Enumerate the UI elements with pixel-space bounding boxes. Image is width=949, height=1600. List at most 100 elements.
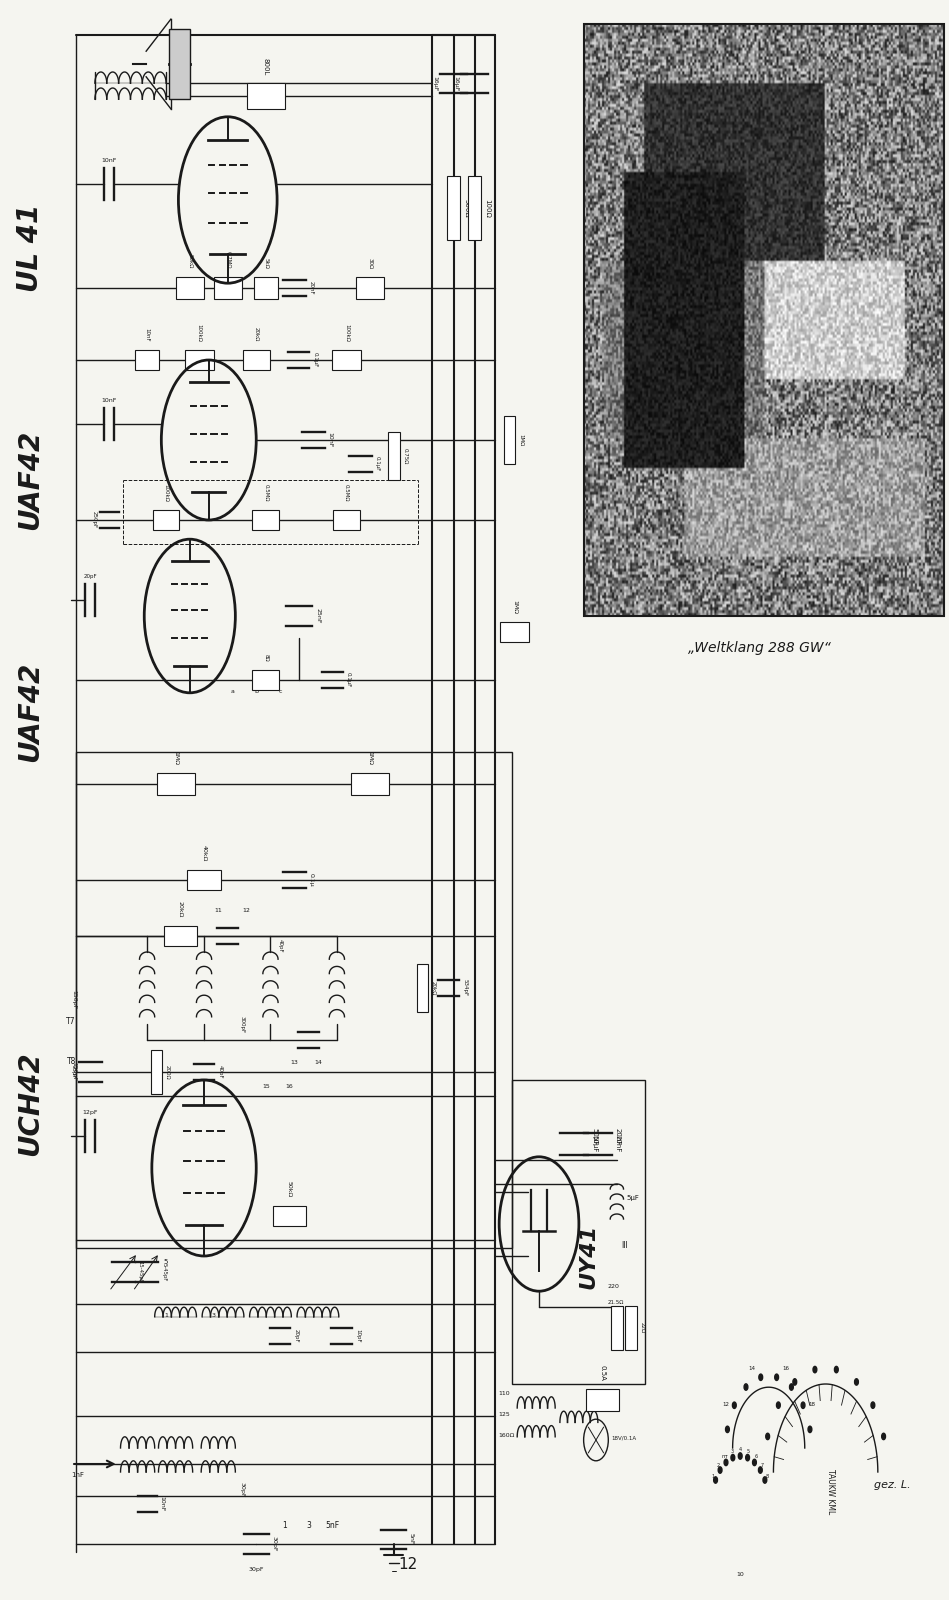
Text: 8Ω: 8Ω bbox=[263, 654, 269, 662]
Text: 12: 12 bbox=[399, 1557, 418, 1573]
Text: 18: 18 bbox=[808, 1402, 815, 1408]
Text: 20pF: 20pF bbox=[293, 1330, 298, 1342]
Bar bbox=[135, 349, 158, 370]
Bar bbox=[504, 416, 515, 464]
Text: 0.1µF: 0.1µF bbox=[375, 456, 380, 472]
Bar bbox=[625, 1306, 637, 1350]
Text: 40pF: 40pF bbox=[277, 939, 283, 954]
Text: m²: m² bbox=[721, 1454, 728, 1459]
Text: 10nF: 10nF bbox=[102, 158, 117, 163]
Text: c: c bbox=[278, 688, 282, 694]
Text: 12: 12 bbox=[243, 907, 251, 914]
Text: 1nF: 1nF bbox=[71, 1472, 84, 1478]
Text: 20kΩ: 20kΩ bbox=[253, 328, 259, 342]
Bar bbox=[351, 773, 389, 795]
Circle shape bbox=[854, 1379, 858, 1386]
Text: 50kΩ: 50kΩ bbox=[287, 1181, 292, 1197]
Text: 16µF: 16µF bbox=[433, 75, 437, 91]
Bar bbox=[584, 24, 944, 616]
Text: 150pF: 150pF bbox=[71, 990, 77, 1010]
Circle shape bbox=[759, 1374, 763, 1381]
Bar bbox=[151, 1050, 162, 1094]
Text: 15: 15 bbox=[262, 1085, 270, 1090]
Text: 1: 1 bbox=[712, 1474, 715, 1478]
Text: „Weltklang 288 GW“: „Weltklang 288 GW“ bbox=[688, 642, 830, 654]
Bar bbox=[153, 509, 179, 530]
Bar bbox=[611, 1306, 623, 1350]
Bar bbox=[500, 621, 529, 642]
Bar bbox=[333, 509, 360, 530]
Text: 15-45pF: 15-45pF bbox=[138, 1261, 142, 1283]
Text: 24/10: 24/10 bbox=[624, 1326, 629, 1346]
Circle shape bbox=[714, 1477, 717, 1483]
Text: 10pF: 10pF bbox=[355, 1330, 360, 1342]
Text: 8: 8 bbox=[766, 1474, 769, 1478]
Text: 1: 1 bbox=[282, 1522, 288, 1530]
Text: a: a bbox=[231, 688, 234, 694]
Bar bbox=[185, 349, 214, 370]
Circle shape bbox=[808, 1426, 811, 1432]
Bar bbox=[468, 176, 481, 240]
Text: 1MΩ: 1MΩ bbox=[173, 750, 178, 765]
Bar bbox=[163, 925, 196, 947]
Text: UY41: UY41 bbox=[578, 1224, 599, 1288]
Circle shape bbox=[776, 1402, 780, 1408]
Circle shape bbox=[726, 1426, 730, 1432]
Text: 16: 16 bbox=[286, 1085, 293, 1090]
Text: 0.5A: 0.5A bbox=[600, 1365, 605, 1381]
Text: 30Ω: 30Ω bbox=[367, 258, 373, 269]
Bar bbox=[188, 869, 220, 890]
Text: 100kΩ: 100kΩ bbox=[344, 323, 349, 342]
Bar bbox=[332, 349, 361, 370]
Text: 20pF: 20pF bbox=[84, 574, 97, 579]
Bar bbox=[176, 277, 204, 299]
Text: 110: 110 bbox=[498, 1390, 510, 1397]
Bar bbox=[417, 963, 428, 1013]
Text: 300pF: 300pF bbox=[239, 1016, 245, 1034]
Text: 800L: 800L bbox=[263, 58, 269, 75]
Bar bbox=[273, 1206, 306, 1226]
Circle shape bbox=[834, 1366, 838, 1373]
Bar bbox=[214, 277, 242, 299]
Circle shape bbox=[731, 1454, 735, 1461]
Text: 0.5MΩ: 0.5MΩ bbox=[263, 485, 269, 501]
Circle shape bbox=[871, 1402, 875, 1408]
Circle shape bbox=[753, 1459, 756, 1466]
Text: 1MΩ: 1MΩ bbox=[512, 600, 517, 614]
Text: 7: 7 bbox=[761, 1462, 764, 1467]
Text: 5: 5 bbox=[747, 1450, 750, 1454]
Text: 0.1µ: 0.1µ bbox=[308, 874, 313, 886]
Text: 200Ω: 200Ω bbox=[165, 1064, 170, 1080]
Text: 20nF: 20nF bbox=[615, 1136, 621, 1152]
Text: 1MΩ: 1MΩ bbox=[367, 750, 373, 765]
Circle shape bbox=[763, 1477, 767, 1483]
Bar bbox=[243, 349, 270, 370]
Text: 25µF: 25µF bbox=[71, 1066, 76, 1078]
Text: 5kΩ: 5kΩ bbox=[263, 258, 269, 269]
Bar bbox=[76, 752, 512, 1248]
Text: 16: 16 bbox=[782, 1366, 789, 1371]
Circle shape bbox=[882, 1434, 885, 1440]
Text: 10nF: 10nF bbox=[327, 432, 332, 448]
Bar bbox=[356, 277, 384, 299]
Bar bbox=[388, 432, 400, 480]
Circle shape bbox=[792, 1379, 797, 1386]
Text: 150pF: 150pF bbox=[71, 1062, 77, 1082]
Circle shape bbox=[718, 1467, 722, 1474]
Text: 500Ω: 500Ω bbox=[463, 198, 469, 218]
Text: 50µF: 50µF bbox=[591, 1136, 597, 1152]
Text: 0.1µF: 0.1µF bbox=[312, 352, 317, 368]
Bar bbox=[252, 509, 279, 530]
Text: 534pF: 534pF bbox=[462, 979, 467, 997]
Text: 125: 125 bbox=[498, 1411, 510, 1418]
Text: 5: 5 bbox=[164, 1259, 168, 1266]
Text: 250pF: 250pF bbox=[92, 512, 97, 528]
Text: 13: 13 bbox=[290, 1059, 298, 1066]
Text: UAF42: UAF42 bbox=[16, 430, 45, 530]
Text: 2: 2 bbox=[716, 1462, 719, 1467]
Text: 20kΩ: 20kΩ bbox=[431, 981, 436, 995]
Text: 100Ω: 100Ω bbox=[484, 198, 490, 218]
Bar bbox=[247, 83, 285, 109]
Text: 5-45pF: 5-45pF bbox=[161, 1262, 166, 1282]
Text: 160Ω: 160Ω bbox=[498, 1434, 514, 1438]
